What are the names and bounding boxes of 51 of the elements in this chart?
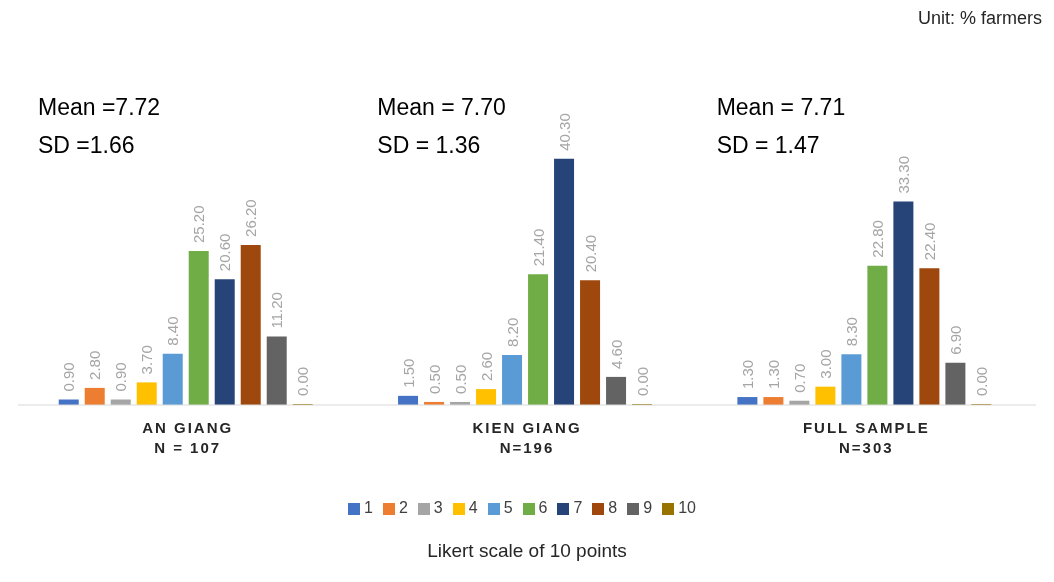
data-label: 0.50 [425,364,443,394]
data-label: 20.40 [581,234,599,273]
data-label: 1.30 [764,359,782,390]
data-label: 8.20 [503,317,521,347]
data-label: 40.30 [555,113,573,151]
text: Mean =7.72 [38,93,161,122]
data-label: 21.40 [529,228,547,267]
x-tick-label: KIEN GIANG N=196 [472,419,582,456]
legend-label: 10 [678,499,696,516]
legend-label: 2 [398,499,408,516]
data-label: 0.00 [633,366,651,396]
data-label: 4.60 [607,339,625,369]
x-tick-label: AN GIANG N = 107 [142,419,234,456]
legend-label: 4 [468,499,478,516]
legend-label: 5 [503,499,513,516]
data-label: 26.20 [242,199,260,237]
data-label: 20.60 [216,233,234,272]
data-label: 0.00 [972,366,990,396]
data-label: 11.20 [268,292,286,329]
legend-label: 3 [433,499,443,516]
data-label: 8.40 [164,316,182,346]
data-label: 1.50 [399,358,417,388]
text: Mean = 7.71 [716,93,846,122]
text: Mean = 7.70 [377,93,506,122]
text: SD =1.66 [38,131,136,160]
data-label: 2.60 [477,351,495,382]
data-label: 3.00 [816,349,834,379]
text: SD = 1.36 [377,131,482,160]
legend-label: 6 [538,499,548,516]
legend-label: 1 [364,499,373,516]
data-label: 22.80 [868,220,886,258]
x-tick-label: FULL SAMPLE N=303 [802,419,930,456]
text: Unit: % farmers [916,8,1043,30]
data-label: 3.70 [138,345,156,375]
legend-label: 7 [573,499,583,516]
x-axis-title: Likert scale of 10 points [426,540,628,562]
data-label: 33.30 [894,156,912,194]
text: SD = 1.47 [716,131,821,160]
legend-label: 8 [608,499,618,516]
data-label: 25.20 [190,205,208,244]
data-label: 22.40 [920,222,938,261]
data-label: 0.70 [790,363,808,393]
data-label: 8.30 [842,317,860,347]
data-label: 0.90 [112,362,130,392]
data-label: 1.30 [738,359,756,390]
data-label: 0.90 [60,362,78,392]
data-label: 0.00 [294,366,312,396]
data-label: 6.90 [946,325,964,355]
legend-label: 9 [643,499,653,516]
data-label: 0.50 [451,364,469,394]
data-label: 2.80 [86,350,104,380]
